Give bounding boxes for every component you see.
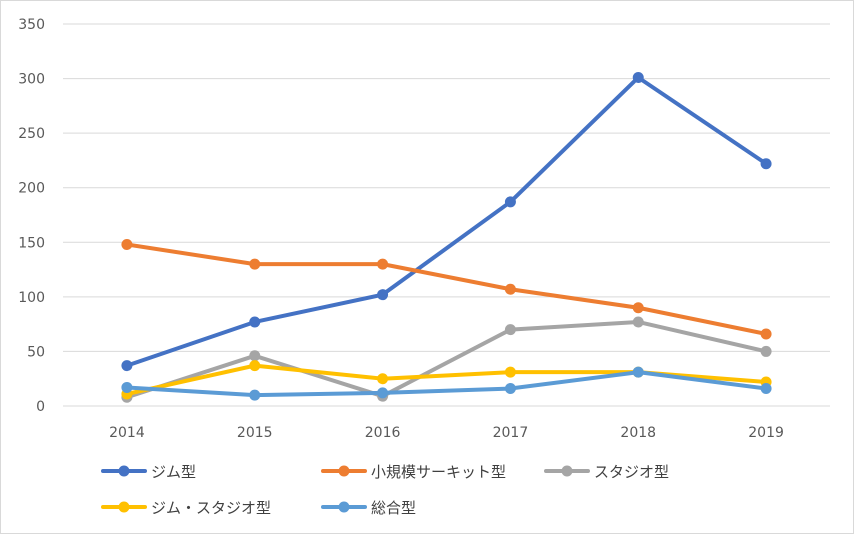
data-point [249, 316, 261, 328]
x-tick-label: 2018 [620, 425, 656, 441]
data-point [632, 366, 644, 378]
data-point [377, 373, 389, 385]
data-point [504, 283, 516, 295]
legend-label: 総合型 [371, 499, 416, 517]
y-tick-label: 350 [18, 17, 45, 33]
gridlines [63, 23, 830, 407]
data-point [377, 387, 389, 399]
legend-label: ジム型 [151, 463, 196, 481]
data-point [249, 360, 261, 372]
y-tick-label: 200 [18, 181, 45, 197]
y-tick-label: 250 [18, 126, 45, 142]
data-point [249, 389, 261, 401]
y-tick-label: 300 [18, 72, 45, 88]
x-tick-label: 2017 [493, 425, 529, 441]
legend-item: ジム型 [101, 463, 196, 481]
legend-marker-icon [338, 465, 350, 477]
data-point [504, 324, 516, 336]
series-line [124, 242, 769, 336]
legend-label: 小規模サーキット型 [371, 463, 506, 481]
series-line [124, 75, 769, 368]
data-point [504, 366, 516, 378]
series-line [124, 319, 769, 400]
data-point [121, 381, 133, 393]
legend-marker-icon [118, 501, 130, 513]
data-point [632, 316, 644, 328]
series-group [121, 71, 772, 403]
x-tick-label: 2015 [237, 425, 273, 441]
x-axis-ticks: 2014 2015 2016 2017 2018 2019 [109, 425, 784, 441]
data-point [121, 238, 133, 250]
data-point [249, 258, 261, 270]
x-tick-label: 2016 [365, 425, 401, 441]
data-point [632, 302, 644, 314]
legend-label: スタジオ型 [594, 463, 669, 481]
data-point [632, 71, 644, 83]
legend-item: 小規模サーキット型 [321, 463, 506, 481]
data-point [760, 383, 772, 395]
legend-marker-icon [338, 501, 350, 513]
legend-item: 総合型 [321, 499, 416, 517]
data-point [760, 158, 772, 170]
legend-marker-icon [118, 465, 130, 477]
y-tick-label: 50 [27, 344, 45, 360]
legend-marker-icon [561, 465, 573, 477]
data-point [121, 360, 133, 372]
x-tick-label: 2014 [109, 425, 145, 441]
data-point [504, 196, 516, 208]
series-line [124, 370, 769, 398]
data-point [377, 289, 389, 301]
y-tick-label: 100 [18, 290, 45, 306]
y-tick-label: 0 [36, 399, 45, 415]
data-point [377, 258, 389, 270]
data-point [504, 383, 516, 395]
data-point [760, 328, 772, 340]
y-tick-label: 150 [18, 235, 45, 251]
x-tick-label: 2019 [748, 425, 784, 441]
legend-item: スタジオ型 [544, 463, 669, 481]
y-axis-ticks: 0 50 100 150 200 250 300 350 [18, 17, 45, 415]
legend-label: ジム・スタジオ型 [151, 499, 271, 517]
legend-item: ジム・スタジオ型 [101, 499, 271, 517]
data-point [760, 345, 772, 357]
data-point [249, 350, 261, 362]
